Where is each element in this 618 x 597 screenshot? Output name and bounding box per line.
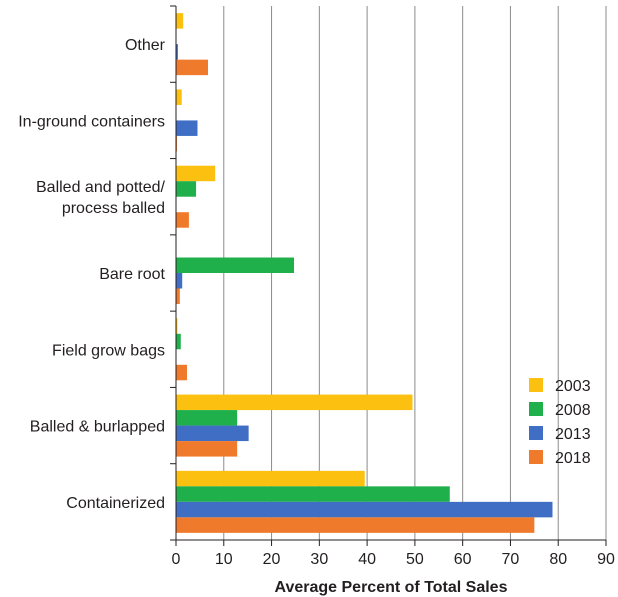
bar-2008-5 — [176, 410, 238, 426]
x-tick-labels: 0 10 20 30 40 50 60 70 80 90 — [172, 551, 615, 568]
x-tick-label-10: 10 — [215, 551, 233, 568]
bar-2008-2 — [176, 181, 197, 197]
category-label-5: Balled & burlapped — [30, 419, 165, 436]
bar-2003-0 — [176, 13, 184, 29]
x-tick-label-40: 40 — [358, 551, 376, 568]
x-tick-label-50: 50 — [406, 551, 424, 568]
bars — [176, 13, 553, 533]
legend-swatch-2018 — [529, 450, 543, 464]
bar-2018-2 — [176, 212, 189, 228]
bar-2018-6 — [176, 517, 535, 533]
category-label-3: Bare root — [99, 266, 165, 283]
bar-2013-3 — [176, 273, 183, 289]
bar-2003-1 — [176, 89, 182, 105]
bar-2013-0 — [176, 44, 178, 60]
x-tick-label-90: 90 — [597, 551, 615, 568]
legend-label-2018: 2018 — [555, 450, 591, 467]
grid-lines — [223, 6, 607, 540]
axes — [170, 5, 607, 546]
legend: 2003 2008 2013 2018 — [529, 378, 591, 467]
x-axis-title: Average Percent of Total Sales — [275, 579, 508, 596]
bar-2008-4 — [176, 333, 181, 350]
category-label-1: In-ground containers — [18, 113, 165, 130]
legend-swatch-2003 — [529, 378, 543, 392]
category-labels: Other In-ground containers Balled and pott… — [18, 37, 165, 512]
x-tick-label-0: 0 — [172, 551, 181, 568]
bar-2018-4 — [176, 364, 187, 381]
bar-2003-2 — [176, 165, 216, 182]
legend-swatch-2008 — [529, 402, 543, 416]
bar-2013-6 — [176, 501, 553, 518]
x-tick-label-80: 80 — [549, 551, 567, 568]
bar-2003-4 — [176, 318, 178, 334]
bar-2003-5 — [176, 394, 413, 411]
category-label-2: Balled and potted/process balled — [36, 179, 166, 217]
legend-label-2008: 2008 — [555, 402, 591, 419]
bar-2018-5 — [176, 441, 238, 457]
x-tick-label-20: 20 — [263, 551, 281, 568]
category-label-6: Containerized — [66, 495, 165, 512]
bar-2013-1 — [176, 120, 198, 136]
bar-2008-6 — [176, 486, 450, 502]
legend-label-2003: 2003 — [555, 378, 591, 395]
bar-2018-3 — [176, 288, 180, 304]
legend-label-2013: 2013 — [555, 426, 591, 443]
bar-2013-5 — [176, 425, 249, 442]
legend-swatch-2013 — [529, 426, 543, 440]
x-tick-label-70: 70 — [502, 551, 520, 568]
x-tick-label-30: 30 — [310, 551, 328, 568]
x-tick-label-60: 60 — [454, 551, 472, 568]
category-label-4: Field grow bags — [52, 342, 165, 359]
bar-2008-3 — [176, 257, 295, 273]
category-label-0: Other — [125, 37, 166, 54]
bar-2018-0 — [176, 59, 209, 76]
bar-2003-6 — [176, 470, 365, 487]
